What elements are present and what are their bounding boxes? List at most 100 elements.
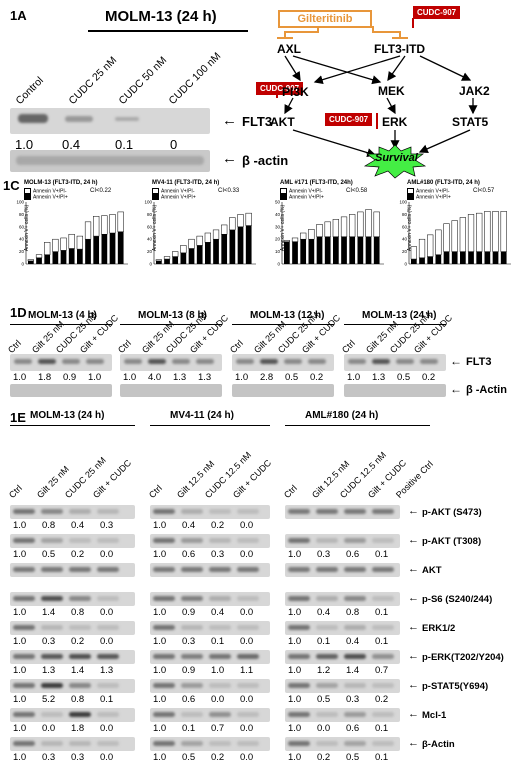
bar-pi-positive bbox=[333, 236, 339, 264]
blot-band bbox=[97, 741, 119, 746]
flt3-blot bbox=[232, 354, 334, 371]
blot-band bbox=[288, 596, 310, 601]
protein-arrow: ← bbox=[408, 592, 419, 604]
quant-value: 1.2 bbox=[317, 665, 331, 676]
bar-pi-negative bbox=[365, 209, 372, 237]
western-blot bbox=[285, 505, 400, 519]
bar-pi-negative bbox=[93, 216, 100, 237]
western-blot bbox=[150, 592, 270, 606]
quant-value: 0.0 bbox=[42, 723, 56, 734]
western-blot bbox=[10, 563, 135, 577]
blot-band bbox=[316, 741, 338, 746]
quant-value: 1.0 bbox=[15, 137, 34, 152]
legend-swatch-white bbox=[152, 188, 159, 194]
legend-swatch-black bbox=[280, 194, 287, 200]
panel-1e-label: 1E bbox=[10, 410, 26, 425]
blot-band bbox=[344, 712, 366, 717]
flt3-arrow: ← bbox=[450, 354, 462, 368]
western-blot bbox=[285, 534, 400, 548]
actin-blot bbox=[120, 384, 222, 397]
quant-value: 0.3 bbox=[42, 752, 56, 763]
actin-blot bbox=[10, 150, 210, 172]
quant-value: 1.0 bbox=[13, 636, 27, 647]
western-blot bbox=[285, 737, 400, 751]
bar-pi-negative bbox=[204, 232, 211, 243]
legend-label: Annexin V+/PI- bbox=[161, 188, 195, 195]
blot-band bbox=[372, 625, 394, 630]
blot-band bbox=[237, 509, 259, 514]
blot-band bbox=[153, 712, 175, 717]
blot-band bbox=[316, 625, 338, 630]
blot-band bbox=[69, 654, 91, 659]
bar-pi-positive bbox=[180, 252, 187, 264]
blot-band bbox=[209, 683, 231, 688]
bar-pi-negative bbox=[237, 214, 244, 228]
bar-pi-positive bbox=[101, 234, 108, 264]
quant-value: 0.0 bbox=[100, 607, 114, 618]
blot-band bbox=[316, 654, 338, 659]
blot-band bbox=[181, 741, 203, 746]
blot-band bbox=[41, 683, 63, 688]
blot-band bbox=[348, 359, 366, 364]
y-tick-label: 40 bbox=[19, 237, 25, 242]
actin-blot bbox=[10, 384, 112, 397]
actin-arrow: ← bbox=[450, 382, 462, 396]
bar-pi-negative bbox=[229, 217, 236, 231]
legend-label: Annexin V+/PI+ bbox=[416, 194, 451, 201]
blot-band bbox=[97, 625, 119, 630]
western-blot bbox=[285, 621, 400, 635]
quant-value: 1.8 bbox=[38, 372, 52, 383]
blot-band bbox=[344, 567, 366, 572]
blot-band bbox=[181, 538, 203, 543]
node-mek: MEK bbox=[378, 84, 405, 98]
legend-entry: Annexin V+/PI- bbox=[152, 188, 195, 194]
blot-band bbox=[13, 538, 35, 543]
western-blot bbox=[10, 534, 135, 548]
protein-arrow: ← bbox=[408, 505, 419, 517]
quant-value: 1.0 bbox=[235, 372, 249, 383]
blot-band bbox=[69, 683, 91, 688]
bar-pi-negative bbox=[245, 212, 252, 226]
node-jak2: JAK2 bbox=[459, 84, 490, 98]
y-tick-label: 20 bbox=[402, 249, 408, 254]
blot-band bbox=[288, 712, 310, 717]
bar-pi-negative bbox=[476, 212, 483, 252]
blot-band bbox=[344, 741, 366, 746]
western-blot bbox=[285, 708, 400, 722]
bar-pi-positive bbox=[419, 257, 425, 264]
y-tick-label: 40 bbox=[402, 237, 408, 242]
blot-band bbox=[316, 683, 338, 688]
blot-band bbox=[153, 741, 175, 746]
bar-pi-positive bbox=[164, 259, 170, 264]
bar-pi-negative bbox=[451, 220, 458, 252]
bar-pi-positive bbox=[349, 236, 356, 264]
blot-band bbox=[62, 359, 80, 364]
bar-pi-negative bbox=[349, 214, 356, 237]
blot-band bbox=[148, 359, 166, 364]
y-tick-label: 80 bbox=[402, 212, 408, 217]
quant-value: 0.1 bbox=[375, 607, 389, 618]
blot-band bbox=[124, 359, 142, 364]
blot-band bbox=[196, 359, 214, 364]
blot-band bbox=[41, 712, 63, 717]
panel-1d-label: 1D bbox=[10, 305, 27, 320]
blot-band bbox=[288, 567, 310, 572]
chart-title: MOLM-13 (FLT3-ITD, 24 h) bbox=[24, 180, 98, 186]
blot-band bbox=[69, 509, 91, 514]
bar-pi-negative bbox=[180, 245, 187, 254]
quant-value: 0.0 bbox=[240, 723, 254, 734]
chart-title: AML #171 (FLT3-ITD, 24h) bbox=[280, 180, 353, 186]
legend-swatch-black bbox=[24, 194, 31, 200]
actin-blot bbox=[344, 384, 446, 397]
protein-label: p-AKT (S473) bbox=[422, 507, 482, 518]
blot-band bbox=[372, 654, 394, 659]
bar-pi-positive bbox=[77, 249, 83, 264]
bar-chart: 0 20 40 60 80 100 bbox=[16, 200, 128, 267]
quant-value: 0.2 bbox=[211, 752, 225, 763]
western-blot bbox=[10, 708, 135, 722]
blot-band bbox=[236, 359, 254, 364]
group-underline bbox=[344, 324, 446, 325]
blot-band bbox=[308, 359, 326, 364]
protein-arrow: ← bbox=[408, 563, 419, 575]
blot-band bbox=[181, 509, 203, 514]
